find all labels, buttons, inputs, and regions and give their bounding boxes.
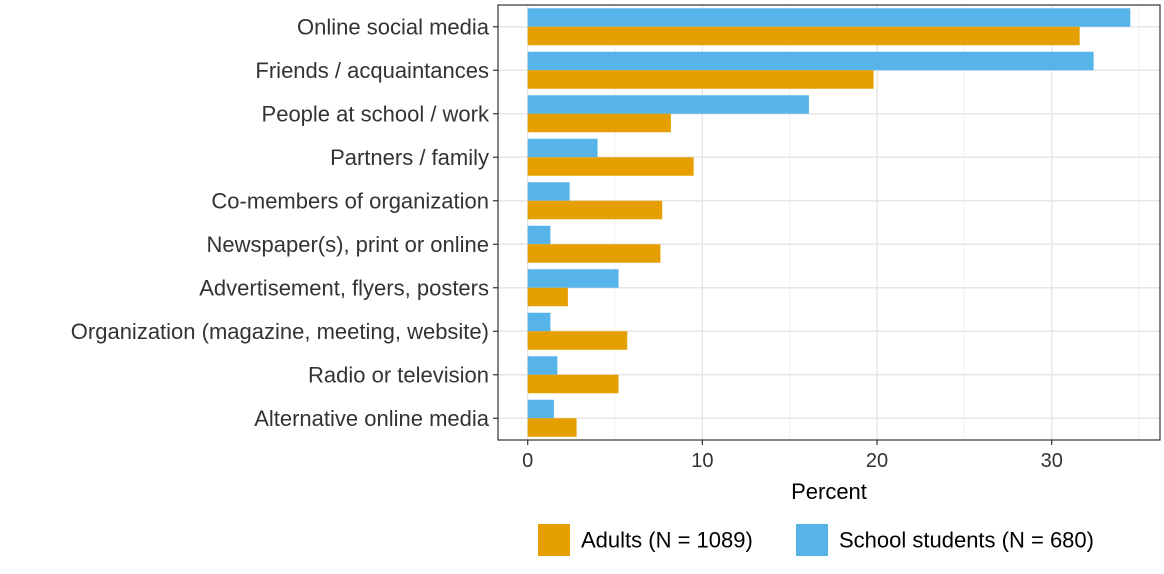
category-label: Radio or television [308, 362, 489, 387]
legend-label: School students (N = 680) [839, 528, 1094, 553]
legend: Adults (N = 1089) School students (N = 68… [538, 524, 1094, 556]
category-label: Newspaper(s), print or online [207, 232, 489, 257]
bar-students [527, 312, 551, 332]
x-tick-label: 0 [522, 450, 533, 472]
bars-group [527, 8, 1131, 437]
legend-label: Adults (N = 1089) [581, 528, 753, 553]
x-tick-label: 20 [866, 450, 888, 472]
legend-swatch [796, 524, 828, 556]
bar-adults [527, 157, 694, 176]
bar-students [527, 8, 1131, 27]
bar-adults [527, 26, 1080, 46]
category-labels: Online social media Friends / acquaintanc… [71, 14, 490, 431]
bar-students [527, 182, 570, 201]
bar-students [527, 225, 551, 245]
x-tick-label: 30 [1041, 450, 1063, 472]
category-label: Advertisement, flyers, posters [199, 275, 489, 300]
bar-students [527, 138, 598, 158]
bar-students [527, 95, 809, 114]
category-label: Partners / family [330, 145, 489, 170]
x-axis-title: Percent [791, 479, 867, 504]
plot-panel-border [497, 4, 1161, 441]
bar-students [527, 356, 558, 375]
category-label: People at school / work [262, 101, 490, 126]
bar-adults [527, 287, 568, 307]
legend-item-students: School students (N = 680) [796, 524, 1094, 556]
bar-students [527, 51, 1094, 71]
category-label: Alternative online media [254, 406, 490, 431]
bar-adults [527, 70, 874, 89]
category-label: Co-members of organization [211, 188, 489, 213]
bar-adults [527, 200, 663, 220]
x-axis-ticks: 0 10 20 30 [522, 440, 1063, 472]
bar-adults [527, 374, 619, 394]
category-label: Friends / acquaintances [255, 58, 489, 83]
category-label: Online social media [297, 14, 490, 39]
bar-adults [527, 331, 628, 350]
bar-students [527, 399, 554, 419]
bar-adults [527, 418, 577, 437]
bar-students [527, 269, 619, 288]
bar-adults [527, 113, 671, 133]
category-label: Organization (magazine, meeting, website… [71, 319, 489, 344]
y-tick-marks [493, 26, 498, 419]
x-tick-label: 10 [691, 450, 713, 472]
legend-swatch [538, 524, 570, 556]
legend-item-adults: Adults (N = 1089) [538, 524, 753, 556]
bar-adults [527, 244, 661, 263]
